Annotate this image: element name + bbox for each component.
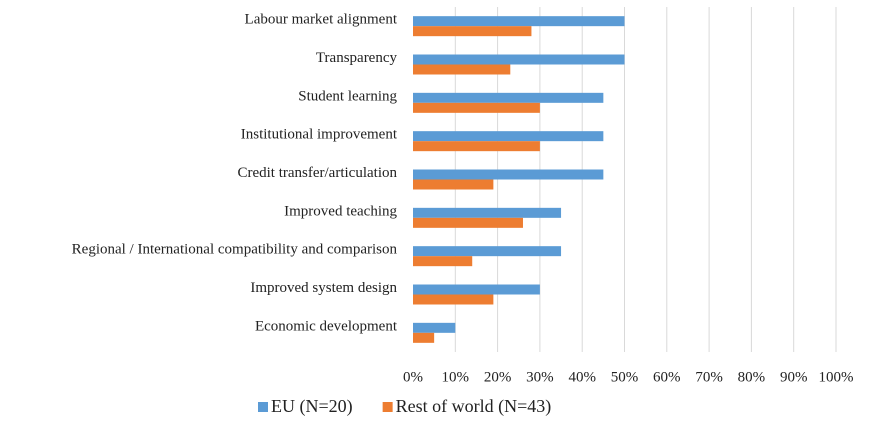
x-tick-label: 80% [738, 369, 766, 385]
x-tick-label: 40% [568, 369, 596, 385]
legend-swatch [258, 402, 268, 412]
bar [413, 16, 625, 27]
y-tick-label: Student learning [298, 88, 397, 104]
bar [413, 322, 456, 333]
bar [413, 217, 523, 228]
y-tick-label: Regional / International compatibility a… [72, 242, 398, 258]
bar [413, 284, 540, 295]
y-tick-label: Transparency [316, 50, 398, 66]
x-tick-label: 60% [653, 369, 681, 385]
bar [413, 169, 604, 180]
x-tick-label: 0% [403, 369, 423, 385]
bar [413, 64, 511, 75]
x-tick-label: 50% [611, 369, 639, 385]
bar [413, 141, 540, 152]
bar [413, 131, 604, 142]
bar [413, 256, 473, 267]
legend-label: Rest of world (N=43) [396, 396, 552, 417]
bar [413, 54, 625, 65]
x-tick-label: 30% [526, 369, 554, 385]
bar [413, 332, 435, 343]
y-tick-label: Improved system design [250, 280, 397, 296]
x-tick-label: 20% [484, 369, 512, 385]
y-tick-label: Improved teaching [284, 203, 397, 219]
bar [413, 102, 540, 113]
legend-swatch [382, 402, 393, 412]
y-tick-label: Labour market alignment [245, 12, 398, 28]
bar [413, 92, 604, 103]
y-tick-label: Institutional improvement [241, 127, 398, 143]
x-tick-label: 90% [780, 369, 808, 385]
y-tick-label: Economic development [255, 318, 398, 334]
legend-label: EU (N=20) [271, 396, 353, 417]
bar [413, 294, 494, 305]
bar [413, 207, 562, 218]
x-tick-label: 10% [442, 369, 470, 385]
bar [413, 26, 532, 37]
x-tick-label: 70% [695, 369, 723, 385]
y-tick-label: Credit transfer/articulation [237, 165, 397, 181]
bar [413, 246, 562, 257]
bar [413, 179, 494, 190]
x-tick-label: 100% [819, 369, 854, 385]
